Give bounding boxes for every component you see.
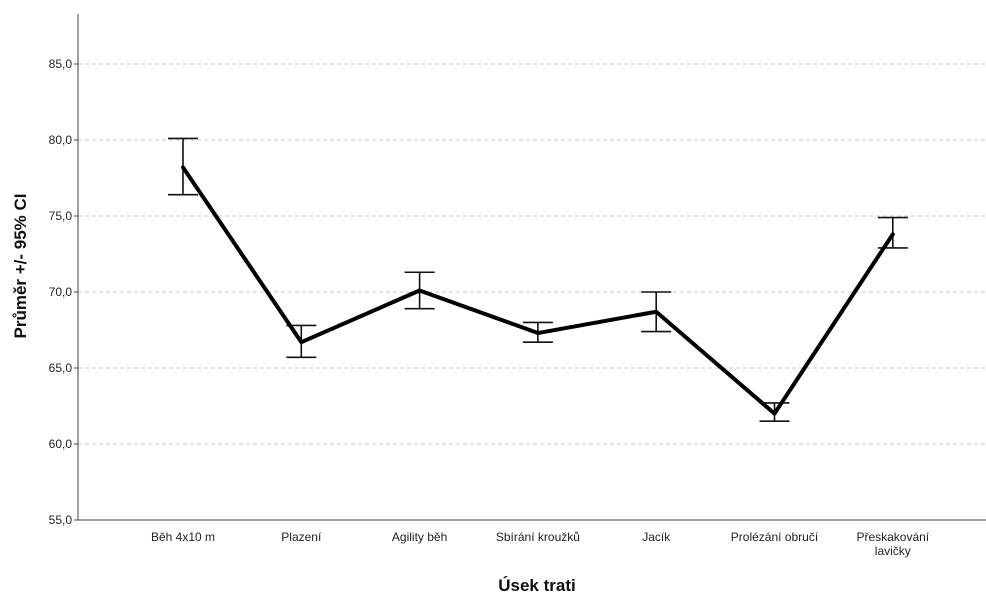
x-tick-label: Agility běh bbox=[392, 530, 447, 544]
x-tick-label-line: Agility běh bbox=[392, 530, 447, 544]
y-tick-label: 85,0 bbox=[49, 57, 73, 71]
y-axis-title: Průměr +/- 95% CI bbox=[11, 193, 30, 338]
y-tick-label: 60,0 bbox=[49, 437, 73, 451]
x-tick-label-line: lavičky bbox=[875, 544, 911, 558]
y-tick-labels: 55,0 60,0 65,0 70,0 75,0 80,0 85,0 bbox=[49, 57, 78, 527]
series-line bbox=[181, 165, 895, 416]
y-tick-label: 70,0 bbox=[49, 285, 73, 299]
x-tick-label: Prolézání obručí bbox=[731, 530, 819, 544]
y-tick-label: 55,0 bbox=[49, 513, 73, 527]
x-tick-labels: Běh 4x10 m Plazení Agility běh Sbírání krou… bbox=[151, 530, 930, 558]
x-tick-label: Běh 4x10 m bbox=[151, 530, 215, 544]
y-tick-label: 80,0 bbox=[49, 133, 73, 147]
x-axis-title: Úsek trati bbox=[498, 576, 575, 595]
x-tick-label: Plazení bbox=[281, 530, 322, 544]
x-tick-label: Sbírání kroužků bbox=[496, 530, 580, 544]
x-tick-label-line: Jacík bbox=[642, 530, 671, 544]
y-tick-label: 75,0 bbox=[49, 209, 73, 223]
x-tick-label-line: Sbírání kroužků bbox=[496, 530, 580, 544]
x-tick-label: Jacík bbox=[642, 530, 671, 544]
x-tick-label-line: Běh 4x10 m bbox=[151, 530, 215, 544]
x-tick-label-line: Přeskakování bbox=[856, 530, 929, 544]
x-tick-label-line: Plazení bbox=[281, 530, 322, 544]
grid-lines bbox=[78, 63, 986, 445]
axes bbox=[77, 14, 986, 521]
y-tick-label: 65,0 bbox=[49, 361, 73, 375]
x-tick-label-line: Prolézání obručí bbox=[731, 530, 819, 544]
x-tick-label: Přeskakování lavičky bbox=[856, 530, 929, 558]
